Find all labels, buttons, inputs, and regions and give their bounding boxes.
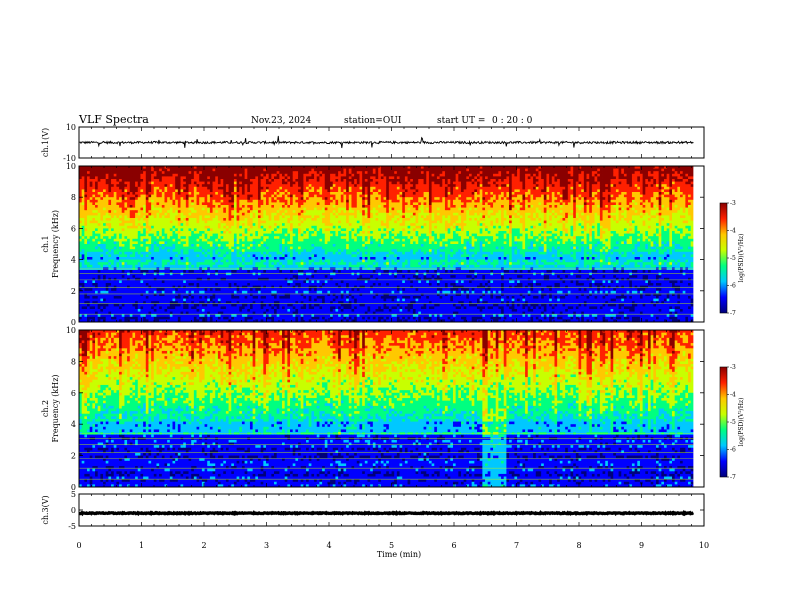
y-tick-label: 6 <box>71 389 76 398</box>
y-axis-label: ch.3(V) <box>41 495 50 524</box>
y-axis-label: ch.1(V) <box>41 128 50 157</box>
waveform-panel-ch3: 5 0 -5 ch.3(V) <box>41 490 704 531</box>
date-label: Nov.23, 2024 <box>251 116 312 126</box>
colorbar-tick-label: -7 <box>730 310 736 317</box>
x-tick-label: 6 <box>451 541 456 550</box>
y-tick-label: 2 <box>71 287 76 296</box>
colorbar-tick-label: -4 <box>730 228 736 235</box>
colorbar-tick-label: -5 <box>730 419 736 426</box>
colorbar-tick-label: -3 <box>730 364 736 371</box>
x-tick-label: 2 <box>201 541 206 550</box>
start-ut-label: start UT = <box>437 116 485 126</box>
colorbar-label: log(PSD)(V²/Hz) <box>738 234 745 283</box>
y-tick-label: 2 <box>71 452 76 461</box>
y-axis-label-channel: ch.1 <box>41 235 50 252</box>
y-tick-label: 5 <box>71 490 76 499</box>
y-tick-label: 8 <box>71 357 76 366</box>
x-tick-label: 3 <box>264 541 269 550</box>
y-tick-label: 4 <box>71 256 76 265</box>
colorbar-ch2: -3 -4 -5 -6 -7 log(PSD)(V²/Hz) <box>720 364 745 481</box>
spectrogram-cells-spectrogram-ch1 <box>79 166 694 322</box>
y-axis-label-frequency: Frequency (kHz) <box>51 210 60 278</box>
colorbar-gradient <box>720 367 727 477</box>
waveform-trace-waveform-ch3 <box>79 513 693 514</box>
waveform-trace-waveform-ch1 <box>79 136 693 148</box>
start-ut-value: 0 : 20 : 0 <box>492 116 533 126</box>
y-tick-label: 8 <box>71 193 76 202</box>
colorbar-ch1: -3 -4 -5 -6 -7 log(PSD)(V²/Hz) <box>720 200 745 317</box>
x-tick-label: 0 <box>76 541 81 550</box>
colorbar-tick-label: -4 <box>730 392 736 399</box>
colorbar-label: log(PSD)(V²/Hz) <box>738 398 745 447</box>
x-tick-label: 10 <box>699 541 709 550</box>
y-axis-label-channel: ch.2 <box>41 400 50 417</box>
x-tick-label: 8 <box>576 541 581 550</box>
y-tick-label: 10 <box>66 162 76 171</box>
spectrogram-cells-spectrogram-ch2 <box>79 330 694 487</box>
colorbar-tick-label: -6 <box>730 283 736 290</box>
x-tick-label: 7 <box>514 541 519 550</box>
y-tick-label: 10 <box>66 123 76 132</box>
x-axis-label: Time (min) <box>377 550 421 559</box>
y-tick-label: 0 <box>71 506 76 515</box>
x-tick-label: 1 <box>139 541 144 550</box>
x-tick-label: 9 <box>639 541 644 550</box>
y-tick-label: 4 <box>71 420 76 429</box>
y-tick-label: 10 <box>66 326 76 335</box>
y-axis-label-frequency: Frequency (kHz) <box>51 374 60 442</box>
colorbar-tick-label: -3 <box>730 200 736 207</box>
y-tick-label: 6 <box>71 224 76 233</box>
colorbar-tick-label: -5 <box>730 255 736 262</box>
colorbar-gradient <box>720 203 727 313</box>
figure-title: VLF Spectra <box>78 113 149 126</box>
x-tick-label: 4 <box>326 541 331 550</box>
panel-frame <box>79 494 704 526</box>
y-tick-label: -5 <box>68 522 76 531</box>
colorbar-tick-label: -6 <box>730 447 736 454</box>
station-label: station=OUI <box>344 116 402 126</box>
colorbar-tick-label: -7 <box>730 474 736 481</box>
time-axis: 0 1 2 3 4 5 6 7 8 9 10 <box>76 541 709 550</box>
x-tick-label: 5 <box>389 541 394 550</box>
